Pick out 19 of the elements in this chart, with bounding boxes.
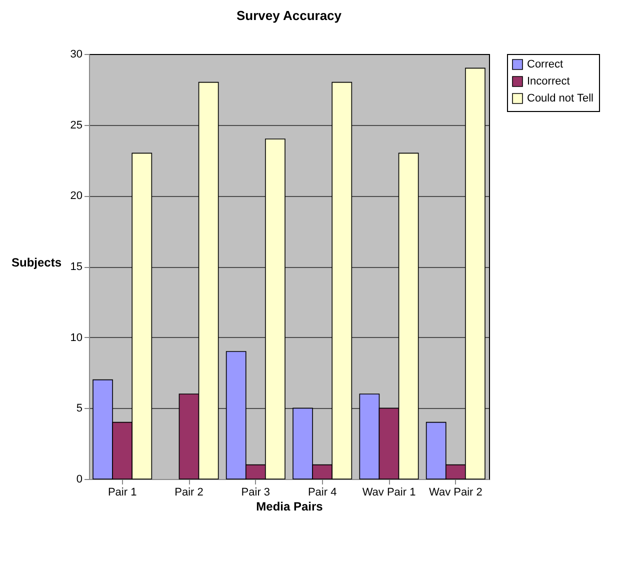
x-tick-label: Pair 2 xyxy=(174,486,204,498)
y-tick-label: 30 xyxy=(70,48,82,60)
x-tick-label: Pair 1 xyxy=(108,486,137,498)
legend-label: Could not Tell xyxy=(527,92,594,104)
y-tick-label: 10 xyxy=(70,332,82,344)
legend-label: Correct xyxy=(527,58,564,70)
x-tick-label: Pair 4 xyxy=(308,486,337,498)
y-axis-title: Subjects xyxy=(11,256,62,270)
y-tick-label: 20 xyxy=(70,190,82,202)
x-axis-title: Media Pairs xyxy=(256,500,324,514)
x-tick-label: Pair 3 xyxy=(241,486,270,498)
y-tick-label: 5 xyxy=(76,402,82,415)
y-tick-label: 15 xyxy=(70,261,82,273)
y-tick-label: 0 xyxy=(76,474,82,486)
x-tick-label: Wav Pair 2 xyxy=(428,486,482,498)
x-tick-label: Wav Pair 1 xyxy=(362,486,416,498)
y-tick-label: 25 xyxy=(70,119,82,132)
legend-label: Incorrect xyxy=(527,76,570,88)
chart-title: Survey Accuracy xyxy=(236,8,342,23)
